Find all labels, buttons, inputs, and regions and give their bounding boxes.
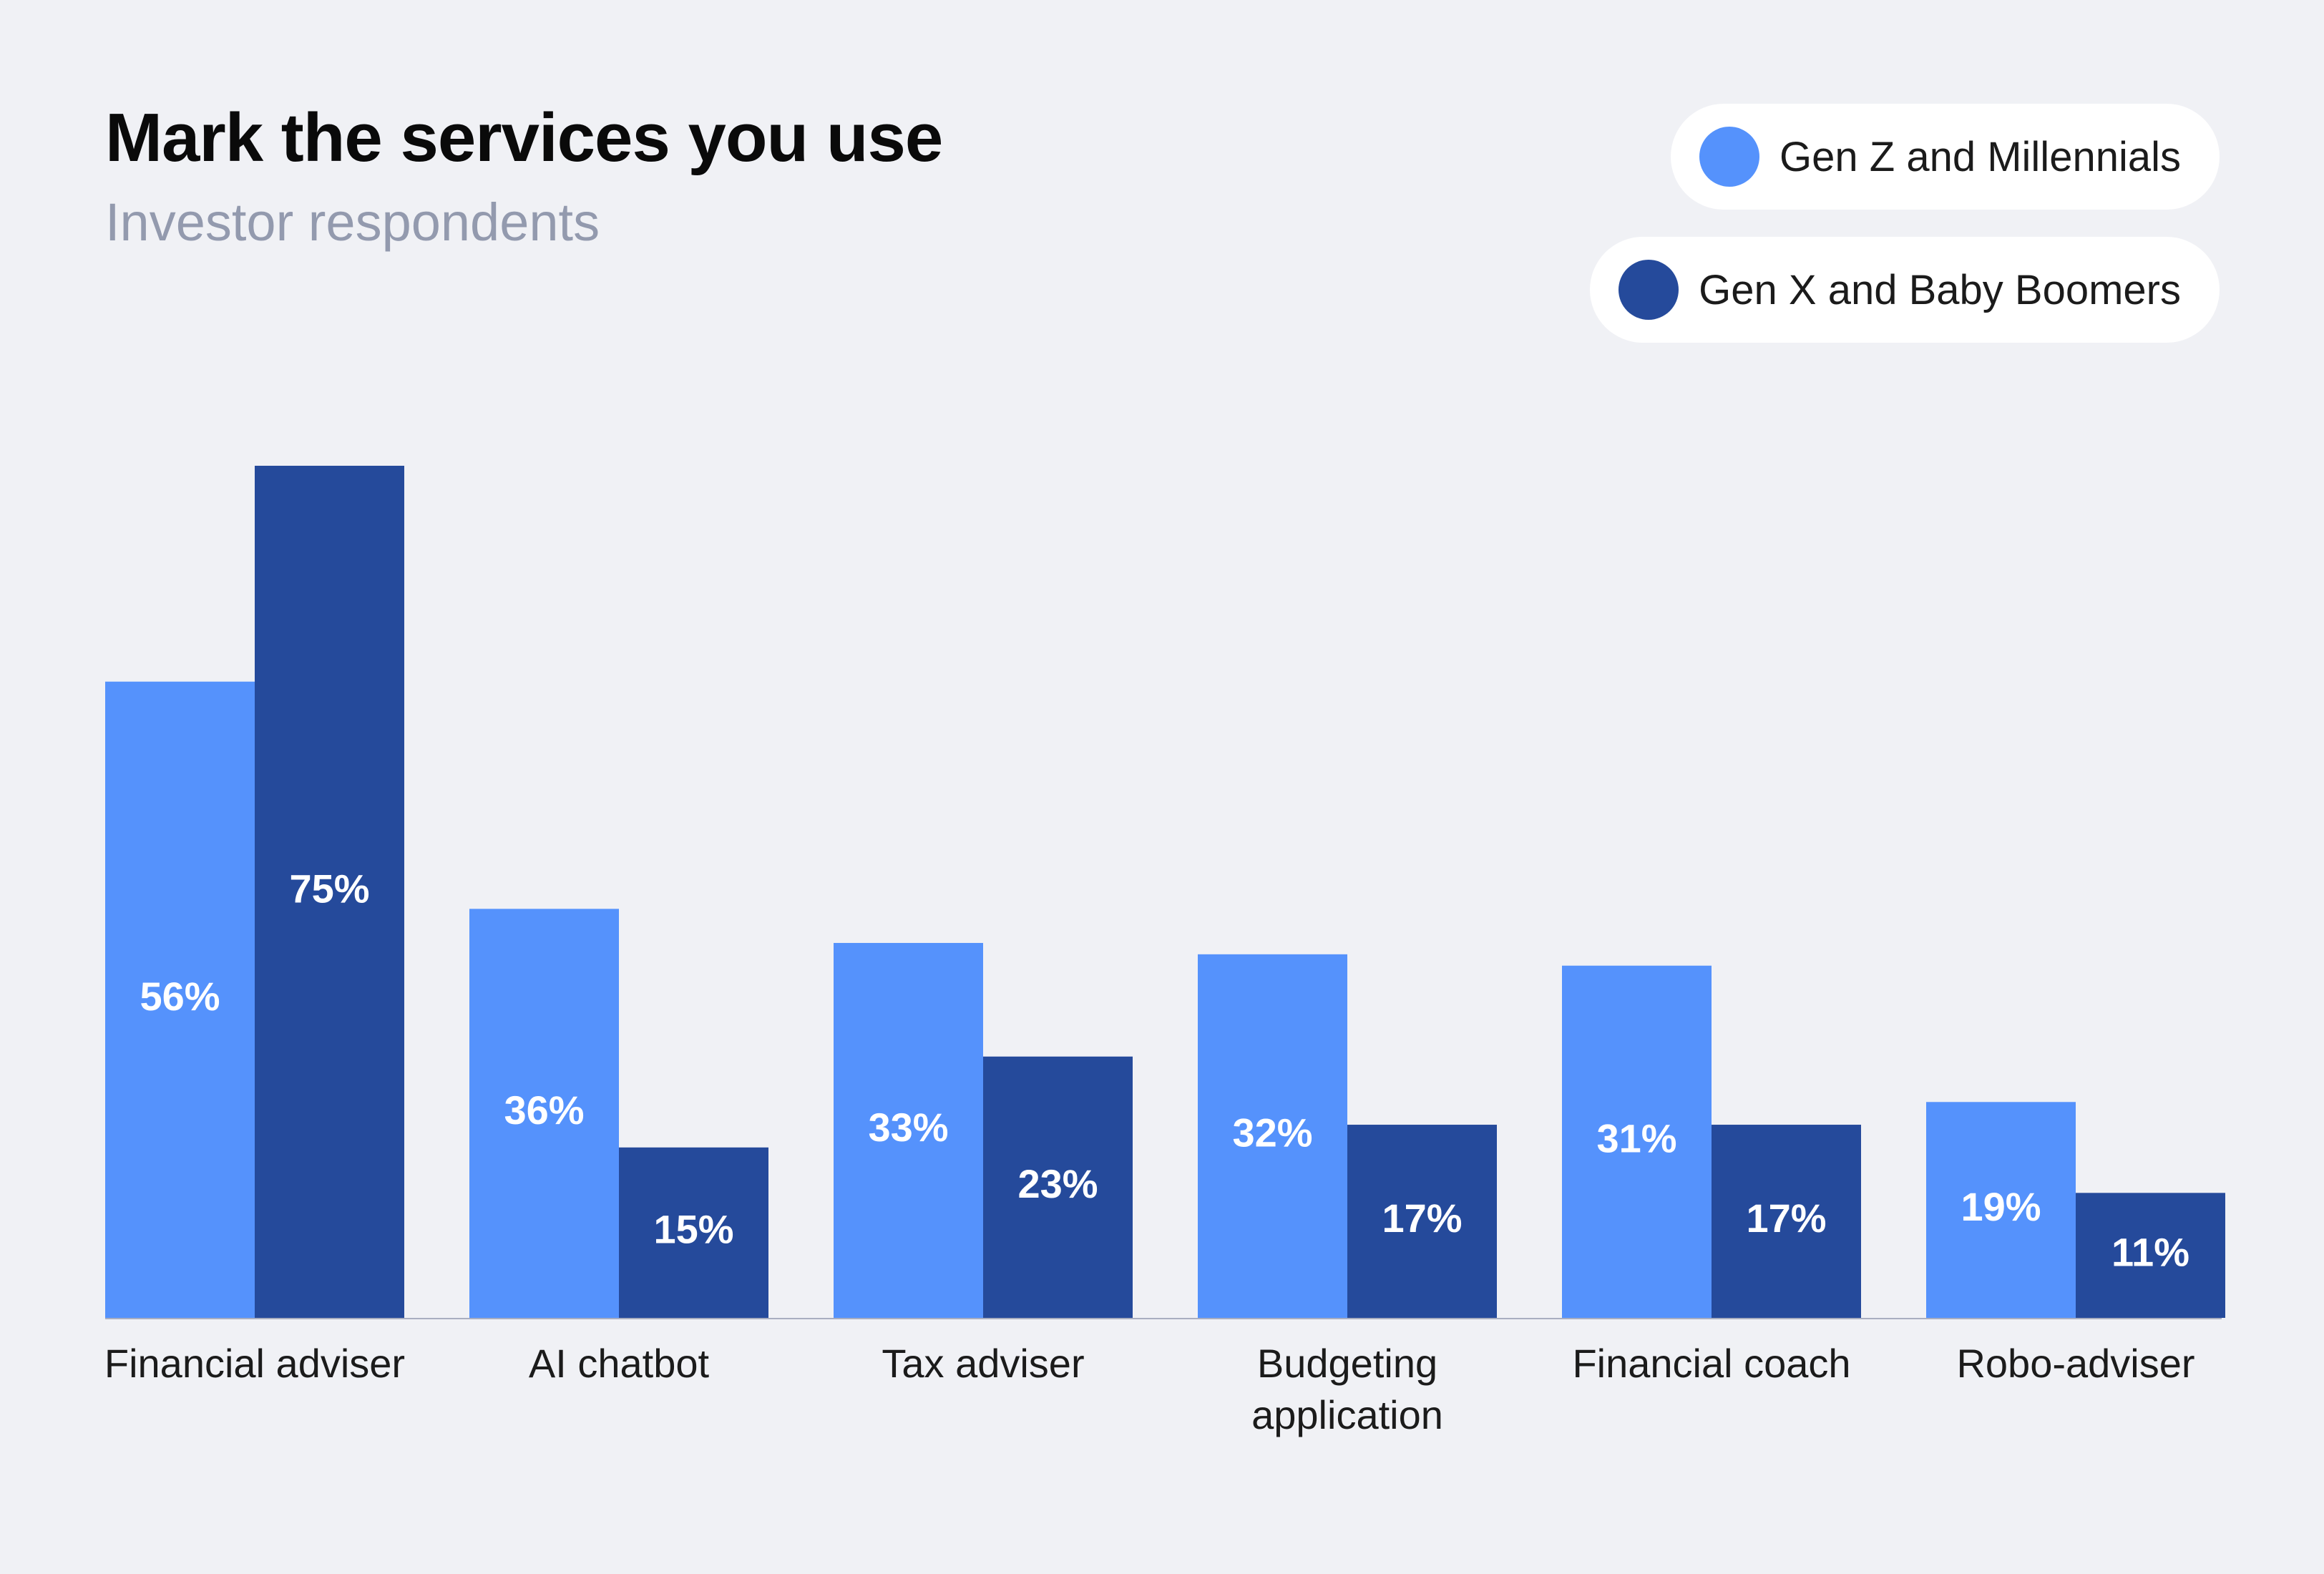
legend-item-gen-z-millennials: Gen Z and Millennials — [1671, 104, 2220, 210]
category-label-financial-adviser: Financial adviser — [104, 1341, 405, 1386]
data-label-financial-adviser-gen-x-boomers: 75% — [289, 866, 369, 911]
data-label-tax-adviser-gen-z-millennials: 33% — [868, 1105, 948, 1150]
category-label-line: Financial adviser — [104, 1341, 405, 1386]
bar-tax-adviser-gen-z-millennials — [834, 942, 983, 1318]
bar-financial-adviser-gen-x-boomers — [255, 466, 404, 1318]
bar-ai-chatbot-gen-x-boomers — [619, 1147, 768, 1318]
data-label-robo-adviser-gen-x-boomers: 11% — [2111, 1229, 2189, 1274]
data-label-financial-coach-gen-z-millennials: 31% — [1596, 1116, 1676, 1161]
bar-budgeting-application-gen-x-boomers — [1347, 1125, 1497, 1318]
category-label-budgeting-application: Budgeting application — [1251, 1341, 1443, 1437]
category-label-line: Budgeting — [1257, 1341, 1437, 1386]
data-label-financial-adviser-gen-z-millennials: 56% — [140, 974, 220, 1019]
category-label-financial-coach: Financial coach — [1572, 1341, 1850, 1386]
data-label-robo-adviser-gen-z-millennials: 19% — [1961, 1184, 2041, 1229]
category-label-line: Robo-adviser — [1956, 1341, 2194, 1386]
legend-label-gen-x-boomers: Gen X and Baby Boomers — [1699, 266, 2181, 313]
legend-swatch-gen-z-millennials — [1699, 127, 1760, 187]
legend-label-gen-z-millennials: Gen Z and Millennials — [1779, 133, 2181, 180]
bar-ai-chatbot-gen-z-millennials — [469, 909, 619, 1318]
category-label-line: Tax adviser — [882, 1341, 1084, 1386]
bar-robo-adviser-gen-z-millennials — [1926, 1102, 2076, 1318]
category-label-line: AI chatbot — [529, 1341, 710, 1386]
bar-financial-coach-gen-z-millennials — [1562, 965, 1712, 1318]
bar-financial-adviser-gen-z-millennials — [105, 681, 255, 1318]
bar-tax-adviser-gen-x-boomers — [983, 1056, 1133, 1318]
bar-financial-coach-gen-x-boomers — [1712, 1125, 1861, 1318]
category-label-line: application — [1251, 1392, 1443, 1437]
chart-title: Mark the services you use — [105, 99, 943, 176]
data-label-tax-adviser-gen-x-boomers: 23% — [1017, 1161, 1098, 1206]
category-label-ai-chatbot: AI chatbot — [529, 1341, 710, 1386]
category-label-line: Financial coach — [1572, 1341, 1850, 1386]
data-label-financial-coach-gen-x-boomers: 17% — [1746, 1196, 1826, 1241]
data-label-budgeting-application-gen-x-boomers: 17% — [1382, 1196, 1462, 1241]
bar-budgeting-application-gen-z-millennials — [1198, 954, 1347, 1318]
data-label-ai-chatbot-gen-z-millennials: 36% — [504, 1087, 584, 1133]
bar-robo-adviser-gen-x-boomers — [2076, 1193, 2225, 1318]
category-label-tax-adviser: Tax adviser — [882, 1341, 1084, 1386]
legend-swatch-gen-x-boomers — [1618, 260, 1679, 320]
category-label-robo-adviser: Robo-adviser — [1956, 1341, 2194, 1386]
legend-item-gen-x-boomers: Gen X and Baby Boomers — [1590, 237, 2220, 343]
chart-subtitle: Investor respondents — [105, 192, 600, 252]
data-label-budgeting-application-gen-z-millennials: 32% — [1232, 1110, 1312, 1155]
data-label-ai-chatbot-gen-x-boomers: 15% — [653, 1207, 733, 1252]
